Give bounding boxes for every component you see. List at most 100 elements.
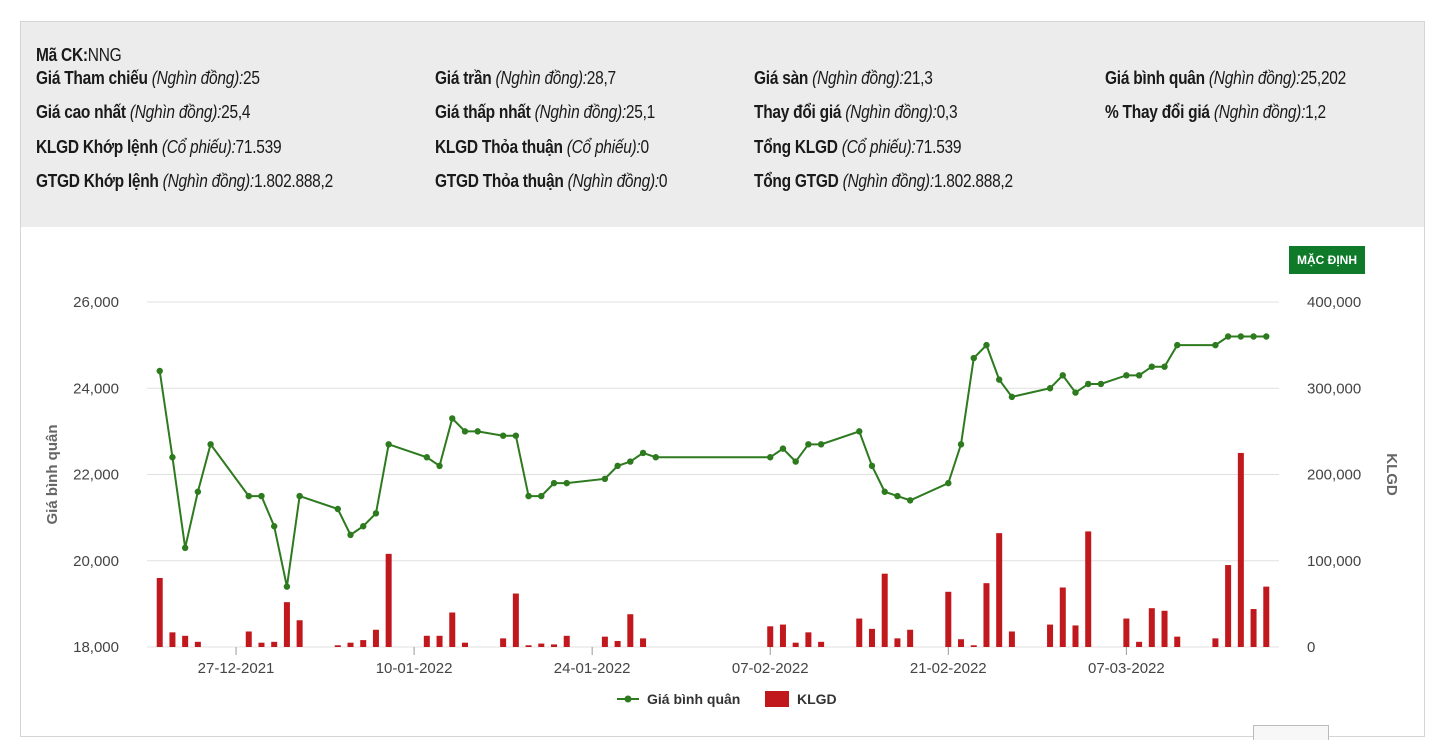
legend-label: KLGD: [797, 691, 837, 707]
info-unit: (Nghìn đồng):: [1208, 68, 1301, 88]
info-field: Thay đổi giá (Nghìn đồng):0,3: [754, 102, 958, 123]
price-point: [1123, 372, 1130, 379]
price-point: [983, 341, 990, 349]
price-point: [372, 510, 380, 517]
y-right-tick-label: 200,000: [1307, 467, 1361, 484]
price-point: [1072, 389, 1079, 396]
volume-bar: [283, 602, 290, 647]
info-label: Giá trần: [435, 68, 492, 88]
price-point: [347, 531, 354, 539]
volume-bar: [449, 612, 456, 647]
y-right-tick-label: 100,000: [1307, 553, 1361, 570]
price-point: [601, 475, 609, 483]
info-label: Giá cao nhất: [36, 102, 126, 122]
volume-bar: [1047, 624, 1054, 647]
volume-bar: [271, 641, 278, 647]
info-value: 28,7: [586, 68, 616, 88]
price-point: [550, 479, 558, 487]
price-point: [894, 492, 901, 500]
volume-bar: [551, 644, 558, 647]
price-point: [499, 432, 507, 439]
price-point: [945, 479, 952, 487]
volume-bar: [1123, 618, 1130, 647]
volume-bar: [360, 640, 367, 647]
price-point: [868, 462, 876, 470]
price-point: [1174, 341, 1181, 349]
volume-bar: [945, 591, 952, 647]
price-point: [449, 415, 456, 422]
price-point: [334, 505, 341, 513]
volume-bar: [1072, 625, 1079, 647]
default-view-button[interactable]: MẶC ĐỊNH: [1289, 246, 1365, 274]
x-tick-label: 21-02-2022: [910, 660, 987, 677]
info-value: 1,2: [1305, 102, 1326, 122]
volume-bar: [194, 641, 201, 647]
x-tick-label: 07-03-2022: [1088, 660, 1165, 677]
info-field: % Thay đổi giá (Nghìn đồng):1,2: [1105, 102, 1326, 123]
volume-bar: [385, 553, 392, 647]
price-point: [1237, 333, 1245, 340]
price-point: [995, 376, 1003, 383]
volume-bar: [881, 573, 888, 647]
info-value: 1.802.888,2: [253, 171, 333, 191]
price-point: [1135, 372, 1143, 379]
volume-bar: [1263, 586, 1270, 647]
volume-bar: [436, 635, 443, 647]
price-point: [1212, 341, 1219, 349]
price-point: [512, 432, 520, 439]
price-point: [474, 428, 481, 435]
volume-bar: [372, 629, 379, 647]
price-point: [1085, 380, 1092, 388]
bottom-control[interactable]: [1253, 725, 1329, 740]
x-tick-label: 27-12-2021: [198, 660, 275, 677]
price-point: [652, 454, 659, 461]
price-point: [805, 441, 812, 448]
volume-bar: [627, 614, 634, 647]
y-left-tick-label: 22,000: [73, 467, 119, 484]
info-label: Giá bình quân: [1105, 68, 1205, 88]
price-point: [817, 441, 825, 448]
price-point: [792, 458, 799, 465]
info-unit: (Nghìn đồng):: [812, 68, 904, 88]
price-point: [957, 441, 965, 448]
volume-bar: [1136, 641, 1143, 647]
info-label: Mã CK:: [36, 45, 88, 65]
info-value: 0,3: [936, 102, 958, 122]
volume-bar: [894, 638, 901, 647]
price-point: [614, 462, 621, 470]
volume-bar: [1212, 638, 1219, 647]
info-unit: (Cổ phiếu):: [841, 137, 916, 157]
info-value: NNG: [87, 45, 122, 65]
volume-bar: [640, 638, 647, 647]
info-unit: (Nghìn đồng):: [534, 102, 627, 122]
info-value: 21,3: [903, 68, 933, 88]
legend-line-marker: [624, 695, 632, 703]
volume-bar: [245, 631, 252, 647]
y-left-tick-label: 20,000: [73, 553, 119, 570]
info-label: Giá thấp nhất: [435, 102, 531, 122]
volume-bar: [1174, 636, 1181, 647]
price-point: [627, 458, 634, 465]
price-point: [1059, 372, 1066, 379]
y-left-tick-label: 18,000: [73, 639, 119, 656]
volume-bar: [792, 642, 799, 647]
info-label: Giá sàn: [754, 68, 809, 88]
volume-bar: [868, 628, 875, 647]
volume-bar: [983, 583, 990, 647]
volume-bar: [1237, 452, 1244, 647]
volume-bar: [1008, 631, 1015, 647]
volume-bar: [1161, 610, 1168, 647]
y-left-tick-label: 26,000: [73, 294, 119, 311]
info-value: 1.802.888,2: [933, 171, 1013, 191]
volume-bar: [461, 642, 468, 647]
info-label: KLGD Khớp lệnh: [36, 137, 158, 157]
volume-bar: [512, 593, 519, 647]
price-point: [1097, 380, 1105, 388]
price-point: [1046, 385, 1054, 392]
volume-bar: [423, 635, 430, 647]
info-label: Giá Tham chiếu: [36, 68, 148, 88]
info-unit: (Nghìn đồng):: [495, 68, 587, 88]
info-field: Giá sàn (Nghìn đồng):21,3: [754, 68, 933, 89]
volume-bar: [996, 533, 1003, 647]
info-label: % Thay đổi giá: [1105, 102, 1210, 122]
